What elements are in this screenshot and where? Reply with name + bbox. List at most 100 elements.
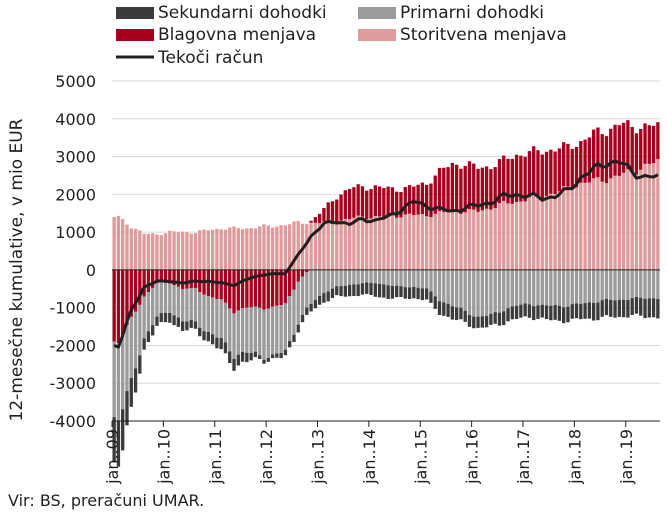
bar-segment: [309, 303, 313, 312]
bar-segment: [352, 217, 356, 270]
bar-segment: [373, 216, 377, 270]
bar-segment: [549, 193, 553, 270]
bar-segment: [163, 269, 168, 283]
bar-segment: [159, 235, 163, 270]
bar-segment: [240, 229, 245, 270]
bar-segment: [142, 269, 146, 297]
bar-segment: [232, 313, 236, 359]
bar-segment: [412, 214, 416, 270]
bar-segment: [223, 229, 228, 270]
bar-segment: [626, 120, 630, 170]
bar-segment: [253, 306, 258, 352]
bar-segment: [121, 409, 125, 451]
bar-segment: [446, 212, 450, 270]
current-account-line-path: [113, 159, 659, 349]
bar-segment: [442, 211, 446, 270]
bar-segment: [587, 269, 592, 303]
bar-segment: [258, 307, 262, 356]
bar-segment: [523, 201, 527, 270]
bar-segment: [634, 133, 639, 175]
bar-segment: [532, 269, 536, 307]
bar-segment: [544, 269, 549, 306]
bar-segment: [180, 321, 185, 331]
bar-segment: [395, 285, 399, 298]
bar-segment: [185, 232, 189, 270]
bar-segment: [596, 177, 600, 270]
bar-segment: [288, 341, 292, 348]
bar-segment: [407, 185, 412, 214]
bar-segment: [382, 284, 386, 298]
bar-segment: [489, 169, 493, 210]
bar-segment: [163, 233, 168, 270]
bar-segment: [249, 269, 253, 308]
bar-segment: [206, 230, 210, 270]
bar-segment: [168, 312, 172, 323]
bar-segment: [335, 222, 339, 270]
bar-segment: [600, 181, 604, 270]
bar-segment: [343, 190, 347, 219]
bar-segment: [245, 228, 249, 270]
bar-segment: [300, 269, 305, 277]
bar-segment: [562, 307, 566, 324]
bar-segment: [570, 189, 574, 270]
bar-segment: [587, 137, 592, 183]
bar-segment: [574, 303, 579, 319]
bar-segment: [360, 283, 365, 295]
bar-segment: [215, 298, 219, 338]
bar-segment: [514, 201, 519, 270]
bar-segment: [553, 194, 557, 270]
bar-segment: [142, 338, 146, 350]
bar-segment: [210, 269, 215, 298]
bar-segment: [249, 352, 253, 361]
legend-label-storitvena: Storitvena menjava: [400, 25, 567, 45]
bar-segment: [232, 226, 236, 270]
bar-segment: [369, 282, 373, 296]
bar-segment: [437, 301, 442, 315]
bar-segment: [617, 125, 621, 176]
bar-segment: [532, 146, 536, 194]
bar-segment: [309, 222, 313, 270]
bar-segment: [236, 310, 240, 355]
bar-segment: [523, 269, 527, 304]
bar-segment: [472, 269, 476, 317]
legend-swatch-primarni: [358, 7, 396, 19]
bar-segment: [514, 269, 519, 306]
bar-segment: [420, 269, 425, 289]
bar-segment: [463, 212, 467, 270]
bar-segment: [288, 224, 292, 270]
bar-segment: [557, 148, 562, 192]
bar-segment: [365, 269, 369, 283]
bar-segment: [305, 307, 309, 315]
bar-segment: [502, 200, 506, 270]
bar-segment: [189, 288, 193, 321]
x-tick-label: jan..18: [565, 429, 584, 485]
bar-segment: [639, 297, 643, 316]
bar-segment: [112, 417, 116, 463]
bar-segment: [570, 148, 574, 190]
bar-segment: [570, 304, 574, 319]
bar-segment: [125, 324, 129, 392]
bar-segment: [236, 228, 240, 270]
bar-segment: [228, 227, 232, 270]
bar-segment: [502, 155, 506, 201]
bar-segment: [497, 203, 502, 270]
source-note: Vir: BS, preračuni UMAR.: [8, 491, 205, 510]
bars: [112, 120, 660, 467]
bar-segment: [283, 225, 288, 270]
bar-segment: [626, 299, 630, 318]
bar-segment: [116, 215, 121, 270]
bar-segment: [643, 123, 647, 164]
bar-segment: [219, 338, 223, 350]
bar-segment: [305, 224, 309, 270]
bar-segment: [647, 125, 651, 164]
bar-segment: [540, 304, 544, 318]
bar-segment: [155, 234, 159, 270]
bar-segment: [382, 216, 386, 270]
bar-segment: [489, 209, 493, 270]
bar-segment: [506, 158, 510, 204]
bar-segment: [133, 269, 138, 312]
bar-segment: [591, 129, 596, 179]
bar-segment: [151, 269, 155, 288]
bar-segment: [395, 269, 399, 286]
bar-segment: [245, 307, 249, 353]
